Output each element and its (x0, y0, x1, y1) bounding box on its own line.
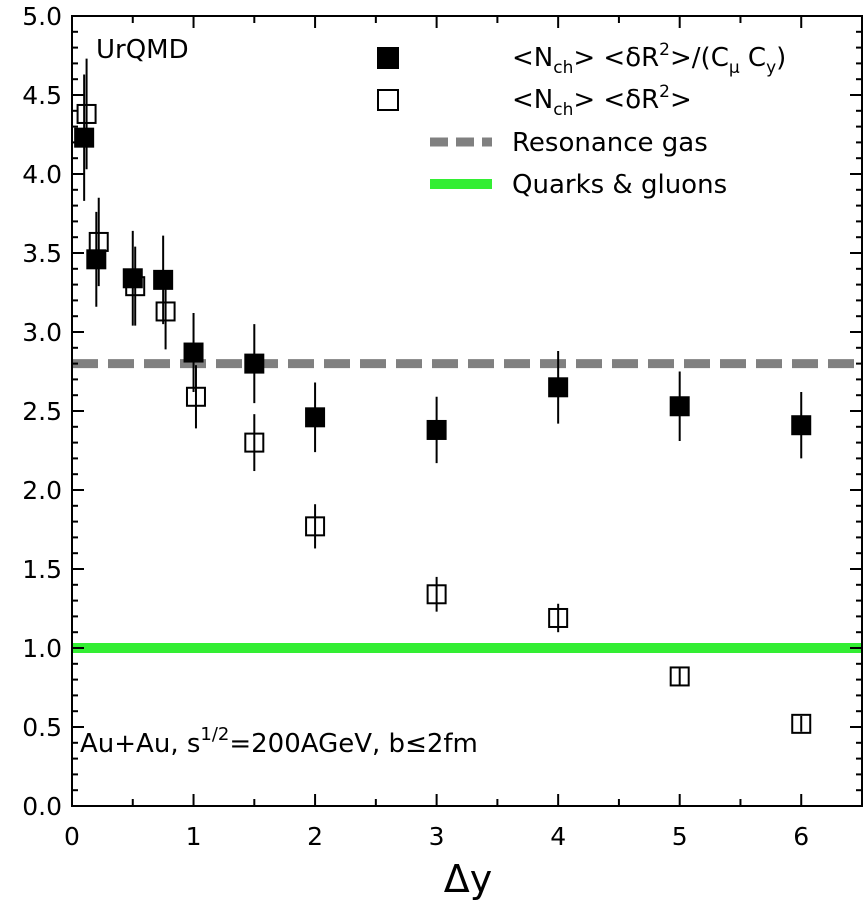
data-point-open (88, 231, 109, 252)
data-point-filled (183, 342, 204, 363)
y-tick-label: 3.5 (22, 239, 62, 268)
data-point-filled (244, 353, 265, 374)
plot-frame (71, 15, 863, 807)
data-point-filled (86, 249, 107, 270)
legend-label: Quarks & gluons (512, 170, 727, 200)
data-point-filled (74, 127, 95, 148)
system-label: Au+Au, s1/2=200AGeV, b≤2fm (80, 724, 478, 759)
data-point-filled (669, 396, 690, 417)
data-point-filled (548, 377, 569, 398)
x-tick-label: 3 (429, 822, 445, 851)
legend-marker-filled (377, 47, 399, 69)
y-tick-label: 4.5 (22, 81, 62, 110)
x-tick-label: 6 (793, 822, 809, 851)
x-tick-label: 4 (550, 822, 566, 851)
plot-area: 0 1 2 3 4 5 6 0.0 0.5 1.0 1.5 2.0 2.5 3.0 3.5 4.0 4.5 5.0 (22, 2, 863, 851)
data-point-open (305, 516, 326, 537)
data-point-open (669, 666, 690, 687)
x-tick-label: 2 (307, 822, 323, 851)
data-point-open (155, 301, 176, 322)
data-point-open (548, 607, 569, 628)
y-tick-label: 1.5 (22, 555, 62, 584)
y-tick-label: 0.5 (22, 713, 62, 742)
legend-marker-open (377, 89, 399, 111)
data-point-filled (122, 268, 143, 289)
x-tick-label: 0 (64, 822, 80, 851)
data-point-open (244, 432, 265, 453)
data-point-open (125, 276, 146, 297)
data-point-filled (791, 415, 812, 436)
data-point-filled (426, 419, 447, 440)
legend: <Nch> <δR2>/(Cμ Cy) <Nch> <δR2> Resonance … (377, 40, 786, 200)
legend-label: <Nch> <δR2>/(Cμ Cy) (512, 40, 786, 78)
y-tick-label: 0.0 (22, 792, 62, 821)
model-label: UrQMD (96, 35, 189, 65)
x-tick-label: 5 (672, 822, 688, 851)
y-tick-label: 3.0 (22, 318, 62, 347)
y-tick-label: 1.0 (22, 634, 62, 663)
data-point-open (185, 386, 206, 407)
data-point-open (76, 103, 97, 124)
data-point-open (426, 584, 447, 605)
data-point-open (791, 713, 812, 734)
x-tick-label: 1 (186, 822, 202, 851)
y-tick-label: 2.0 (22, 476, 62, 505)
y-tick-label: 5.0 (22, 2, 62, 31)
legend-label: <Nch> <δR2> (512, 82, 692, 120)
x-axis-label: Δy (444, 857, 492, 901)
y-tick-label: 4.0 (22, 160, 62, 189)
legend-label: Resonance gas (512, 128, 708, 158)
y-tick-label: 2.5 (22, 397, 62, 426)
data-point-filled (153, 269, 174, 290)
data-point-filled (305, 407, 326, 428)
